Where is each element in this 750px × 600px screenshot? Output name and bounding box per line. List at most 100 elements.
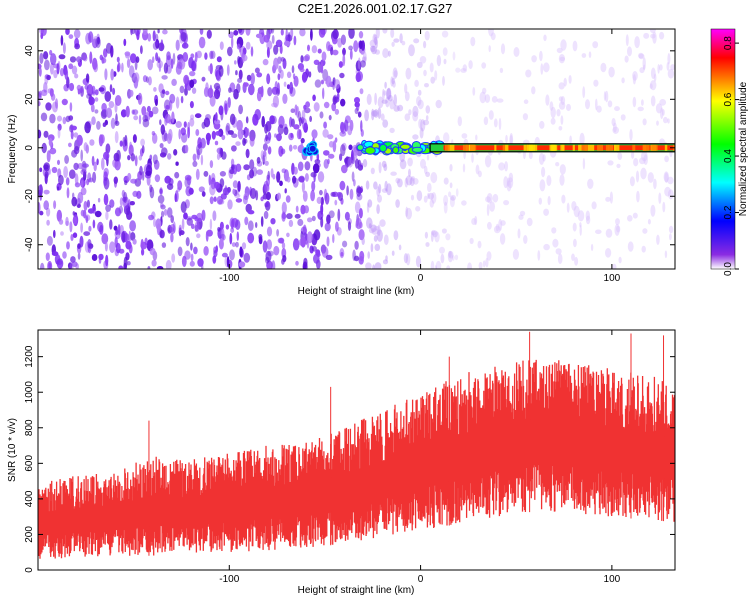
- heatmap-noise-cell: [286, 84, 290, 90]
- heatmap-noise-cell: [213, 82, 221, 90]
- heatmap-noise-cell: [404, 177, 408, 188]
- heatmap-noise-cell: [666, 62, 670, 71]
- heatmap-signal-cell: [379, 143, 388, 153]
- heatmap-noise-cell: [90, 103, 95, 113]
- heatmap-noise-cell: [443, 201, 448, 214]
- heatmap-noise-cell: [488, 29, 494, 37]
- heatmap-noise-cell: [128, 230, 131, 243]
- heatmap-noise-cell: [84, 121, 91, 134]
- heatmap-noise-cell: [157, 194, 165, 204]
- heatmap-noise-cell: [347, 125, 353, 136]
- heatmap-noise-cell: [281, 258, 285, 265]
- heatmap-signal-segment: [643, 144, 647, 151]
- heatmap-noise-cell: [371, 108, 375, 121]
- heatmap-noise-cell: [85, 215, 89, 224]
- heatmap-noise-cell: [113, 152, 120, 162]
- heatmap-noise-cell: [80, 169, 87, 175]
- heatmap-noise-cell: [138, 114, 142, 125]
- heatmap-noise-cell: [83, 55, 88, 62]
- snr-y-tick-label: 0: [24, 567, 35, 573]
- heatmap-noise-cell: [272, 95, 279, 108]
- heatmap-noise-cell: [121, 62, 124, 73]
- heatmap-signal-core: [443, 145, 675, 151]
- heatmap-noise-cell: [286, 71, 292, 79]
- heatmap-noise-cell: [551, 227, 557, 234]
- heatmap-noise-cell: [44, 59, 50, 71]
- heatmap-noise-cell: [160, 39, 164, 50]
- heatmap-noise-cell: [412, 178, 419, 185]
- heatmap-noise-cell: [449, 164, 453, 172]
- heatmap-noise-cell: [46, 235, 53, 246]
- heatmap-noise-cell: [408, 44, 415, 57]
- heatmap-noise-cell: [424, 30, 430, 41]
- heatmap-noise-cell: [270, 218, 276, 225]
- heatmap-noise-cell: [129, 53, 137, 64]
- heatmap-noise-cell: [213, 89, 221, 100]
- heatmap-noise-cell: [124, 134, 128, 147]
- heatmap-noise-cell: [183, 121, 187, 128]
- heatmap-noise-cell: [290, 133, 294, 138]
- heatmap-noise-cell: [203, 170, 209, 177]
- heatmap-noise-cell: [229, 113, 236, 126]
- heatmap-noise-cell: [505, 134, 508, 144]
- heatmap-noise-cell: [634, 36, 640, 49]
- heatmap-noise-cell: [484, 155, 492, 168]
- heatmap-noise-cell: [105, 210, 109, 221]
- colorbar-axis: 0.0 0.2 0.4 0.6 0.8: [723, 36, 739, 276]
- heatmap-noise-cell: [358, 40, 363, 49]
- heatmap-noise-cell: [157, 29, 160, 34]
- heatmap-noise-cell: [339, 72, 345, 79]
- snr-y-tick-label: 200: [24, 526, 35, 543]
- heatmap-noise-cell: [455, 67, 461, 73]
- heatmap-noise-cell: [393, 94, 398, 107]
- heatmap-noise-cell: [512, 249, 520, 260]
- heatmap-noise-cell: [43, 189, 50, 195]
- heatmap-noise-cell: [358, 208, 363, 219]
- heatmap-noise-cell: [74, 73, 79, 79]
- heatmap-noise-cell: [475, 134, 478, 141]
- heatmap-noise-cell: [95, 36, 101, 49]
- heatmap-noise-cell: [121, 231, 126, 244]
- heatmap-noise-cell: [522, 113, 529, 121]
- heatmap-noise-cell: [178, 129, 181, 140]
- heatmap-noise-cell: [325, 75, 332, 88]
- heatmap-noise-cell: [168, 128, 173, 141]
- heatmap-noise-cell: [405, 175, 413, 186]
- heatmap-noise-cell: [326, 214, 331, 225]
- heatmap-noise-cell: [429, 199, 434, 208]
- heatmap-noise-cell: [174, 171, 180, 179]
- heatmap-noise-cell: [246, 128, 250, 137]
- heatmap-noise-cell: [233, 88, 239, 100]
- heatmap-noise-cell: [365, 262, 372, 269]
- heatmap-noise-cell: [191, 87, 197, 94]
- heatmap-noise-cell: [457, 116, 462, 127]
- heatmap-noise-cell: [518, 214, 524, 220]
- heatmap-noise-cell: [83, 231, 91, 237]
- heatmap-noise-cell: [642, 118, 647, 126]
- heatmap-noise-cell: [237, 180, 241, 192]
- heatmap-signal-segment: [531, 144, 538, 151]
- heatmap-noise-cell: [443, 194, 449, 206]
- heatmap-noise-cell: [148, 214, 155, 221]
- heatmap-noise-cell: [391, 250, 395, 256]
- heatmap-noise-cell: [82, 163, 89, 168]
- heatmap-noise-cell: [539, 179, 546, 192]
- heatmap-noise-cell: [506, 180, 512, 192]
- heatmap-noise-cell: [153, 159, 160, 170]
- heatmap-noise-cell: [403, 253, 408, 264]
- heatmap-noise-cell: [235, 198, 243, 203]
- heatmap-noise-cell: [94, 210, 102, 218]
- heatmap-y-axis: -40 -20 0 20 40: [24, 45, 675, 252]
- heatmap-noise-cell: [40, 89, 48, 97]
- heatmap-noise-cell: [73, 132, 79, 138]
- heatmap-noise-cell: [88, 31, 94, 43]
- heatmap-noise-cell: [605, 248, 612, 258]
- heatmap-noise-cell: [306, 231, 313, 244]
- heatmap-signal-segment: [605, 144, 609, 151]
- heatmap-noise-cell: [399, 33, 403, 44]
- heatmap-noise-cell: [420, 119, 426, 132]
- heatmap-noise-cell: [227, 97, 231, 108]
- heatmap-noise-cell: [245, 148, 250, 159]
- heatmap-noise-cell: [299, 117, 302, 127]
- heatmap-noise-cell: [235, 241, 239, 248]
